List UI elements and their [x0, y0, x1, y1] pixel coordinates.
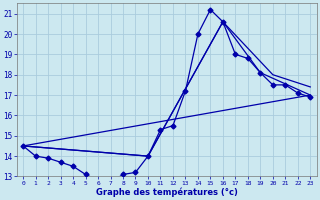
X-axis label: Graphe des températures (°c): Graphe des températures (°c) — [96, 187, 238, 197]
